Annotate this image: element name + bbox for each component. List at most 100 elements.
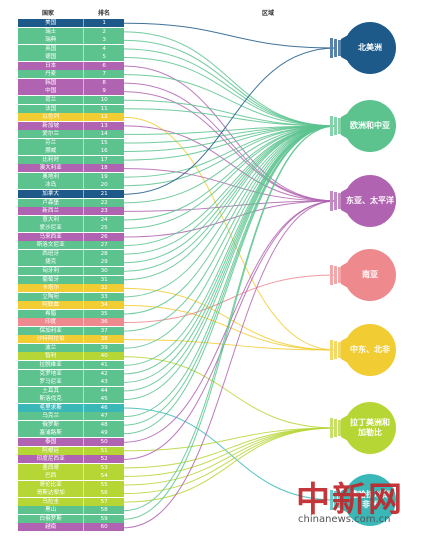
country-name: 美国 (45, 20, 57, 26)
country-row: 立陶宛 33 (18, 292, 124, 301)
country-name: 瑞典 (45, 37, 57, 44)
bulb-globe (344, 175, 396, 227)
country-row: 土耳其 44 (18, 386, 124, 395)
region-bulb (330, 100, 396, 152)
country-name: 法国 (45, 105, 57, 112)
flow-link (123, 99, 337, 127)
country-row: 智利 40 (18, 352, 124, 361)
country-row: 阿根廷 51 (18, 446, 124, 455)
country-rank: 45 (83, 395, 124, 404)
country-rank: 41 (83, 361, 124, 369)
country-rank: 1 (83, 19, 124, 27)
country-name: 奥地利 (42, 173, 60, 180)
bulb-base (338, 193, 341, 209)
country-name: 越南 (45, 524, 57, 531)
country-name: 斯洛文尼亚 (36, 242, 65, 249)
country-row: 西班牙 28 (18, 249, 124, 258)
country-name: 加拿大 (42, 191, 60, 197)
flow-link (123, 125, 337, 520)
country-row: 黑山 58 (18, 506, 124, 515)
country-name: 中国 (45, 88, 57, 95)
country-row: 法国 11 (18, 104, 124, 113)
country-name: 日本 (45, 62, 57, 69)
country-row: 新西兰 23 (18, 207, 124, 216)
country-name: 泰国 (45, 438, 57, 445)
flow-link (123, 125, 337, 161)
country-name: 保加利亚 (39, 327, 62, 334)
bulb-base (334, 192, 337, 210)
header-region: 区域 (262, 10, 275, 17)
country-row: 希腊 35 (18, 309, 124, 318)
country-row: 巴西 54 (18, 472, 124, 481)
country-rank: 20 (83, 181, 124, 190)
country-name: 乌拉圭 (42, 498, 60, 505)
region-bulb (330, 474, 396, 526)
flow-link (123, 82, 337, 202)
country-rank: 23 (83, 207, 124, 216)
region-bulb (330, 402, 396, 454)
country-rank: 37 (83, 326, 124, 335)
country-row: 白俄罗斯 59 (18, 514, 124, 523)
country-name: 白俄罗斯 (39, 515, 62, 522)
country-row: 乌克兰 47 (18, 412, 124, 421)
country-rank: 46 (83, 403, 124, 412)
country-row: 美国 1 (18, 19, 124, 27)
country-rank: 50 (83, 437, 124, 446)
country-rank: 8 (83, 78, 124, 87)
region-bulb (330, 324, 396, 376)
flow-link (123, 274, 337, 324)
bulb-base (338, 40, 341, 56)
country-name: 俄罗斯 (42, 421, 60, 428)
country-row: 印度 36 (18, 318, 124, 327)
country-name: 冰岛 (45, 182, 57, 189)
country-rank: 17 (83, 155, 124, 164)
country-row: 斯洛伐克 45 (18, 395, 124, 404)
country-rank: 28 (83, 249, 124, 258)
country-rank: 2 (83, 27, 124, 36)
bulb-globe (344, 100, 396, 152)
watermark-url: chinanews.com.cn (298, 514, 391, 525)
country-rank: 38 (83, 335, 124, 344)
country-name: 克罗地亚 (39, 370, 62, 377)
country-name: 哥伦比亚 (39, 481, 62, 488)
country-name: 捷克 (45, 259, 57, 266)
region-bulb (330, 22, 396, 74)
country-name: 韩国 (45, 79, 57, 86)
country-row: 荷兰 10 (18, 95, 124, 104)
country-rank: 54 (83, 472, 124, 481)
country-name: 阿根廷 (42, 447, 60, 454)
country-name: 智利 (45, 353, 57, 360)
country-rank: 58 (83, 506, 124, 515)
country-row: 英国 4 (18, 44, 124, 53)
country-rank: 16 (83, 147, 124, 156)
country-rank: 19 (83, 172, 124, 181)
country-row: 阿联酋 34 (18, 301, 124, 310)
country-row: 泰国 50 (18, 437, 124, 446)
flow-link (123, 427, 337, 452)
bulb-base (334, 117, 337, 135)
country-rank: 30 (83, 266, 124, 275)
flow-link (123, 125, 337, 202)
country-row: 墨西哥 53 (18, 463, 124, 472)
country-rank: 22 (83, 198, 124, 207)
bulb-base (334, 419, 337, 437)
country-row: 韩国 8 (18, 78, 124, 87)
country-row: 冰岛 20 (18, 181, 124, 190)
country-name: 马来西亚 (39, 233, 62, 240)
country-rank: 5 (83, 53, 124, 62)
flow-link (123, 407, 337, 501)
country-rank: 7 (83, 70, 124, 79)
country-rank: 10 (83, 95, 124, 104)
country-row: 澳大利亚 18 (18, 164, 124, 173)
country-name: 澳大利亚 (39, 165, 62, 172)
header-country: 国家 (42, 10, 55, 17)
country-name: 土耳其 (42, 387, 60, 394)
country-row: 芬兰 15 (18, 138, 124, 147)
bulb-base (338, 342, 341, 358)
country-row: 乌拉圭 57 (18, 497, 124, 506)
country-rank: 26 (83, 232, 124, 241)
country-row: 以色列 12 (18, 113, 124, 122)
bulb-base (338, 420, 341, 436)
country-rank: 13 (83, 121, 124, 130)
country-row: 加拿大 21 (18, 190, 124, 198)
